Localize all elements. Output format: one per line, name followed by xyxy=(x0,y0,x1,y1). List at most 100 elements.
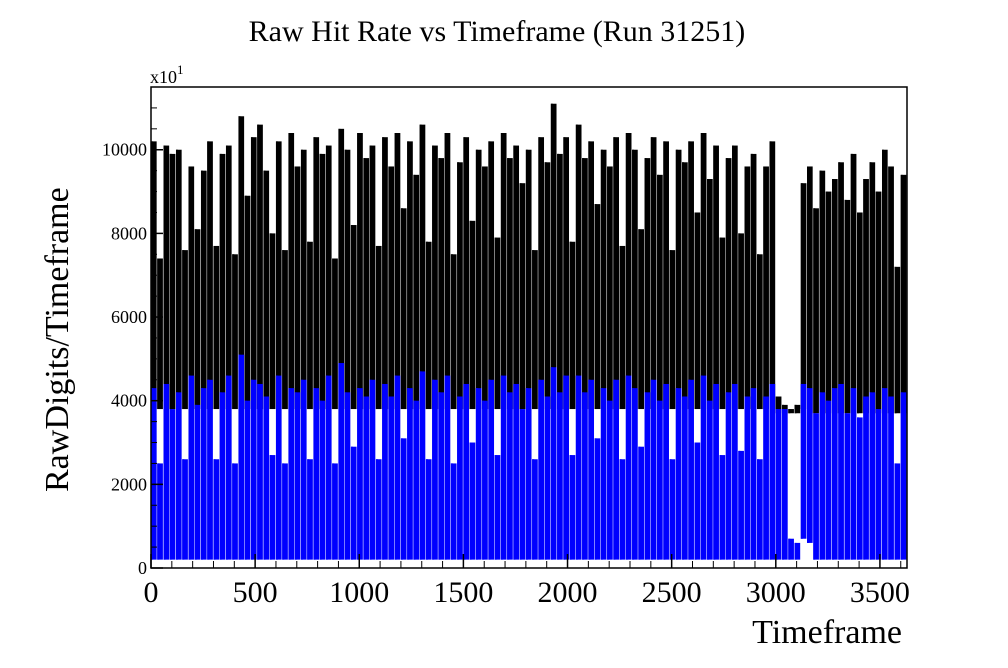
series-1-bar xyxy=(157,463,163,560)
series-1-bar xyxy=(563,375,570,560)
series-1-bar xyxy=(732,383,738,560)
series-1-bar xyxy=(482,400,488,560)
y-tick-label: 0 xyxy=(138,558,147,578)
series-1-bar xyxy=(151,388,157,560)
series-0-bar xyxy=(300,149,307,410)
series-1-bar xyxy=(413,400,420,560)
series-0-bar xyxy=(632,149,638,410)
series-1-bar xyxy=(757,459,763,560)
series-0-bar xyxy=(532,250,538,410)
series-1-bar xyxy=(269,455,276,560)
series-0-bar xyxy=(550,103,557,410)
series-0-bar xyxy=(219,153,226,410)
series-0-bar xyxy=(694,212,701,410)
series-0-bar xyxy=(569,241,576,410)
y-axis-multiplier-base: x10 xyxy=(150,67,177,87)
series-0-bar xyxy=(194,229,201,410)
series-1-bar xyxy=(338,363,345,560)
series-1-bar xyxy=(225,375,232,560)
series-1-bar xyxy=(407,388,413,560)
series-1-bar xyxy=(513,383,520,560)
y-axis-title: RawDigits/Timeframe xyxy=(39,187,76,492)
series-1-bar xyxy=(494,455,501,560)
series-1-bar xyxy=(388,396,395,560)
series-1-bar xyxy=(694,442,701,560)
series-0-bar xyxy=(700,133,707,410)
series-1-bar xyxy=(807,388,813,543)
x-tick-label: 2500 xyxy=(642,576,702,609)
series-1-bar xyxy=(819,392,826,560)
series-0-bar xyxy=(788,409,794,414)
series-1-bar xyxy=(594,438,601,560)
series-1-bar xyxy=(788,538,794,560)
series-1-bar xyxy=(257,383,263,560)
series-1-bar xyxy=(900,392,907,560)
series-0-bar xyxy=(450,254,457,410)
series-0-bar xyxy=(675,149,682,410)
series-0-bar xyxy=(457,162,463,410)
series-1-bar xyxy=(463,383,470,560)
series-0-bar xyxy=(769,141,776,410)
series-0-bar xyxy=(750,153,757,410)
x-tick-label: 2000 xyxy=(538,576,598,609)
x-tick-label: 1500 xyxy=(433,576,493,609)
y-axis-multiplier-exponent: 1 xyxy=(177,62,184,77)
series-1-bar xyxy=(307,459,313,560)
series-0-bar xyxy=(213,245,220,410)
series-0-bar xyxy=(825,191,832,414)
x-tick-label: 1000 xyxy=(329,576,389,609)
series-0-bar xyxy=(475,149,482,410)
series-0-bar xyxy=(744,166,751,410)
series-0-bar xyxy=(513,145,520,410)
series-1-bar xyxy=(382,383,388,560)
series-0-bar xyxy=(638,229,644,410)
series-1-bar xyxy=(557,392,563,560)
series-1-bar xyxy=(350,446,357,560)
series-1-bar xyxy=(238,354,245,560)
series-0-bar xyxy=(394,133,401,410)
series-1-bar xyxy=(438,392,445,560)
series-1-bar xyxy=(457,396,463,560)
series-0-bar xyxy=(307,241,313,410)
series-0-bar xyxy=(844,199,851,414)
series-0-bar xyxy=(682,162,688,410)
series-0-bar xyxy=(688,141,694,410)
series-1-bar xyxy=(800,383,807,539)
series-1-bar xyxy=(663,383,669,560)
series-0-bar xyxy=(407,141,413,410)
series-0-bar xyxy=(544,162,551,410)
series-1-bar xyxy=(869,392,876,560)
series-0-bar xyxy=(819,170,826,414)
series-1-bar xyxy=(175,392,182,560)
series-0-bar xyxy=(575,124,582,410)
series-1-bar xyxy=(163,383,170,560)
series-0-bar xyxy=(875,191,882,414)
series-0-bar xyxy=(425,241,432,410)
series-0-bar xyxy=(319,153,326,410)
y-tick-label: 2000 xyxy=(111,474,147,494)
series-0-bar xyxy=(388,166,395,410)
series-0-bar xyxy=(832,179,838,414)
series-0-bar xyxy=(794,404,801,414)
series-1-bar xyxy=(888,396,894,560)
series-1-bar xyxy=(525,388,532,560)
series-0-bar xyxy=(600,149,607,410)
series-1-bar xyxy=(882,388,888,560)
series-1-bar xyxy=(719,455,726,560)
series-1-bar xyxy=(794,542,801,560)
series-0-bar xyxy=(707,179,713,410)
series-0-bar xyxy=(725,158,732,410)
y-tick-label: 6000 xyxy=(111,307,147,327)
series-0-bar xyxy=(169,153,176,410)
series-0-bar xyxy=(850,153,857,414)
series-1-bar xyxy=(825,400,832,560)
series-1-bar xyxy=(232,463,238,560)
series-0-bar xyxy=(413,174,420,410)
series-1-bar xyxy=(507,392,513,560)
series-0-bar xyxy=(250,137,257,410)
series-0-bar xyxy=(463,137,470,410)
series-1-bar xyxy=(613,379,619,560)
series-blue-bars xyxy=(151,354,907,560)
series-0-bar xyxy=(207,141,213,410)
series-1-bar xyxy=(725,392,732,560)
